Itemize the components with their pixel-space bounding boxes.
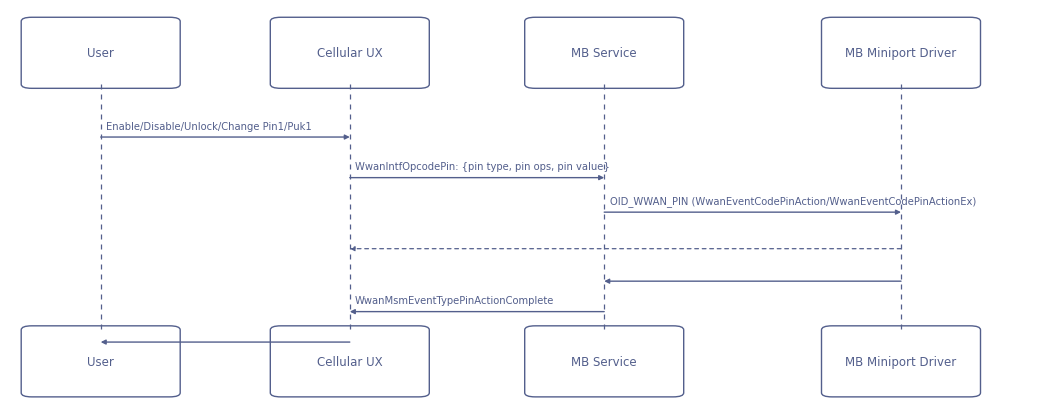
Text: User: User (87, 355, 114, 368)
Text: MB Miniport Driver: MB Miniport Driver (846, 47, 956, 60)
Text: OID_WWAN_PIN (WwanEventCodePinAction/WwanEventCodePinActionEx): OID_WWAN_PIN (WwanEventCodePinAction/Wwa… (610, 195, 976, 206)
Text: WwanIntfOpcodePin: {pin type, pin ops, pin value}: WwanIntfOpcodePin: {pin type, pin ops, p… (355, 162, 610, 172)
FancyBboxPatch shape (21, 18, 180, 89)
Text: Enable/Disable/Unlock/Change Pin1/Puk1: Enable/Disable/Unlock/Change Pin1/Puk1 (106, 121, 312, 131)
FancyBboxPatch shape (822, 326, 980, 397)
FancyBboxPatch shape (21, 326, 180, 397)
FancyBboxPatch shape (525, 18, 684, 89)
Text: MB Miniport Driver: MB Miniport Driver (846, 355, 956, 368)
FancyBboxPatch shape (270, 326, 429, 397)
Text: User: User (87, 47, 114, 60)
FancyBboxPatch shape (822, 18, 980, 89)
FancyBboxPatch shape (525, 326, 684, 397)
FancyBboxPatch shape (270, 18, 429, 89)
Text: MB Service: MB Service (571, 355, 637, 368)
Text: WwanMsmEventTypePinActionComplete: WwanMsmEventTypePinActionComplete (355, 295, 554, 305)
Text: Cellular UX: Cellular UX (317, 355, 383, 368)
Text: MB Service: MB Service (571, 47, 637, 60)
Text: Cellular UX: Cellular UX (317, 47, 383, 60)
